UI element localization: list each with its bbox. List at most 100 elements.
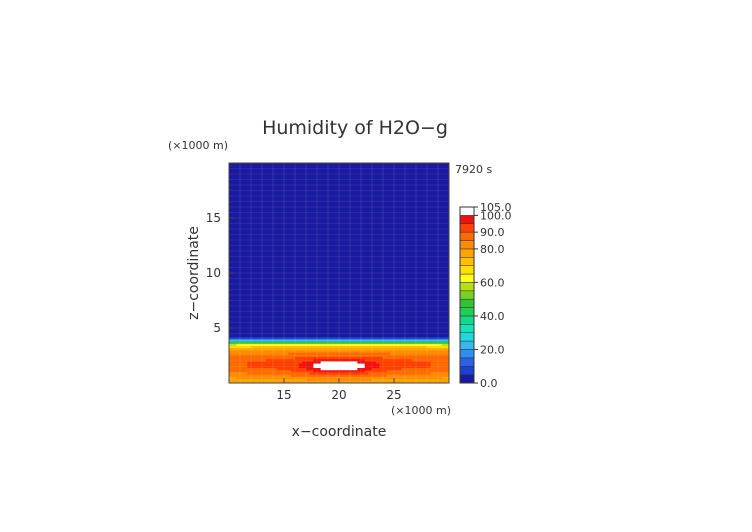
field-cell (324, 240, 329, 243)
field-cell (302, 306, 307, 309)
field-cell (427, 367, 432, 371)
field-cell (236, 242, 241, 245)
field-cell (320, 251, 325, 254)
field-cell (423, 347, 428, 351)
field-cell (317, 325, 322, 329)
field-cell (298, 363, 303, 366)
field-cell (243, 200, 248, 203)
field-cell (342, 290, 347, 294)
field-cell (445, 279, 450, 283)
field-cell (247, 259, 252, 263)
field-cell (408, 207, 413, 210)
field-cell (280, 292, 285, 296)
field-cell (346, 268, 351, 272)
field-cell (375, 204, 380, 208)
field-cell (412, 229, 417, 232)
field-cell (368, 345, 373, 349)
field-cell (320, 328, 325, 331)
field-cell (346, 270, 351, 274)
field-cell (427, 226, 432, 230)
field-cell (368, 244, 373, 247)
field-cell (423, 372, 428, 375)
field-cell (434, 347, 439, 351)
field-cell (232, 358, 237, 362)
field-cell (324, 310, 329, 313)
field-cell (427, 325, 432, 329)
field-cell (309, 237, 314, 241)
field-cell (386, 330, 391, 333)
field-cell (317, 286, 322, 289)
field-cell (434, 378, 439, 382)
field-cell (291, 369, 296, 373)
field-cell (295, 380, 300, 384)
field-cell (302, 347, 307, 351)
field-cell (317, 237, 322, 241)
field-cell (284, 251, 289, 254)
field-cell (280, 361, 285, 364)
field-cell (430, 345, 435, 349)
field-cell (430, 363, 435, 366)
field-cell (379, 317, 384, 320)
field-cell (375, 279, 380, 283)
field-cell (430, 266, 435, 269)
field-cell (434, 317, 439, 320)
field-cell (313, 244, 318, 247)
field-cell (419, 281, 424, 285)
field-cell (346, 255, 351, 258)
field-cell (306, 317, 311, 320)
field-cell (229, 321, 234, 324)
field-cell (324, 220, 329, 223)
field-cell (383, 244, 388, 247)
field-cell (243, 336, 248, 340)
field-cell (416, 299, 421, 302)
field-cell (328, 248, 333, 252)
field-cell (258, 231, 263, 234)
field-cell (284, 378, 289, 382)
field-cell (412, 374, 417, 377)
field-cell (357, 339, 362, 342)
field-cell (419, 358, 424, 362)
field-cell (368, 330, 373, 333)
field-cell (258, 270, 263, 274)
field-cell (401, 347, 406, 351)
field-cell (386, 251, 391, 254)
field-cell (342, 314, 347, 318)
field-cell (445, 229, 450, 232)
field-cell (434, 240, 439, 243)
field-cell (339, 354, 344, 357)
field-cell (276, 361, 281, 364)
field-cell (273, 299, 278, 302)
field-cell (254, 376, 259, 379)
field-cell (284, 336, 289, 340)
field-cell (390, 334, 395, 338)
field-cell (361, 242, 366, 245)
field-cell (331, 200, 336, 203)
field-cell (441, 321, 446, 324)
field-cell (258, 378, 263, 382)
field-cell (273, 235, 278, 239)
field-cell (342, 356, 347, 360)
field-cell (427, 297, 432, 300)
field-cell (280, 310, 285, 313)
field-cell (401, 290, 406, 294)
field-cell (434, 284, 439, 287)
field-cell (372, 204, 377, 208)
field-cell (430, 281, 435, 285)
field-cell (258, 369, 263, 373)
field-cell (361, 363, 366, 366)
field-cell (357, 237, 362, 241)
field-cell (331, 218, 336, 221)
field-cell (379, 361, 384, 364)
field-cell (269, 321, 274, 324)
field-cell (353, 350, 358, 353)
field-cell (269, 365, 274, 368)
field-cell (328, 259, 333, 263)
field-cell (240, 290, 245, 294)
field-cell (419, 284, 424, 287)
field-cell (419, 372, 424, 375)
field-cell (236, 255, 241, 258)
field-cell (232, 224, 237, 228)
field-cell (317, 301, 322, 305)
field-cell (254, 323, 259, 327)
field-cell (408, 262, 413, 265)
